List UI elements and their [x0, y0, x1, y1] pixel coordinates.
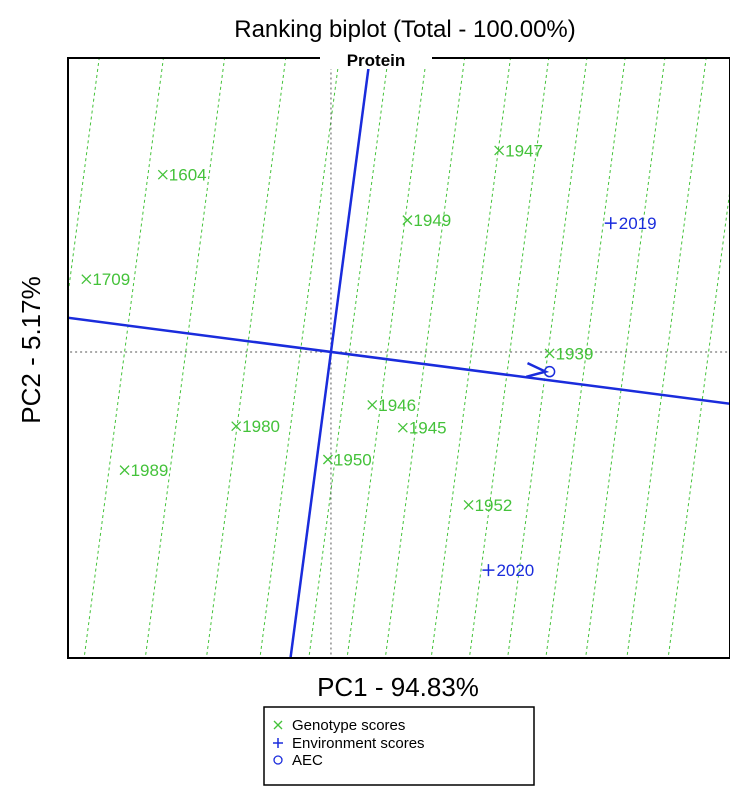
genotype-marker [463, 500, 474, 510]
projection-line [507, 58, 588, 658]
genotype-marker [119, 465, 130, 476]
environment-label: 2019 [619, 214, 657, 233]
environment-point-2019: 2019 [604, 214, 657, 233]
legend-label: Environment scores [292, 735, 425, 752]
genotype-marker [322, 454, 333, 465]
genotype-point-1604: 1604 [157, 166, 207, 185]
genotype-marker [157, 169, 168, 180]
genotype-label: 1947 [505, 141, 543, 160]
genotype-point-1952: 1952 [463, 496, 513, 515]
aec-circle-marker [543, 365, 556, 378]
genotype-label: 1604 [169, 166, 207, 185]
legend-genotype-icon [273, 720, 283, 730]
genotype-point-1947: 1947 [494, 141, 543, 160]
genotype-point-1946: 1946 [367, 396, 416, 415]
genotype-marker [231, 421, 242, 432]
projection-line [667, 186, 730, 658]
genotype-label: 1980 [242, 417, 280, 436]
genotype-label: 1949 [413, 211, 451, 230]
genotype-point-1945: 1945 [397, 419, 447, 438]
genotype-marker [544, 348, 555, 359]
genotype-marker [494, 145, 505, 156]
y-axis-label: PC2 - 5.17% [16, 276, 46, 423]
aec-arrow-head [525, 361, 550, 378]
genotype-marker [402, 215, 413, 226]
genotype-point-1980: 1980 [231, 417, 280, 436]
legend-label: Genotype scores [292, 717, 405, 734]
genotype-label: 1946 [378, 396, 416, 415]
genotype-point-1709: 1709 [81, 270, 130, 289]
projection-line [205, 58, 287, 658]
chart-subtitle: Protein [347, 51, 406, 70]
legend-box [263, 706, 535, 786]
subtitle-background [320, 49, 432, 69]
aec-ordinate-line [289, 58, 372, 658]
genotype-point-1939: 1939 [544, 344, 594, 363]
genotype-marker [397, 422, 408, 433]
legend-entry-genotype: Genotype scores [273, 717, 405, 734]
plot-frame [67, 57, 730, 659]
genotype-label: 1989 [131, 461, 169, 480]
genotype-label: 1950 [334, 451, 372, 470]
genotype-label: 1939 [556, 344, 594, 363]
legend-label: AEC [292, 752, 323, 769]
genotype-point-1949: 1949 [402, 211, 451, 230]
x-axis-label: PC1 - 94.83% [317, 672, 479, 702]
point-labels: 1604 1709 1989 1980 1950 1946 1945 1949 1947 1952… [81, 141, 657, 580]
legend-entry-environment: Environment scores [273, 735, 425, 752]
environment-point-2020: 2020 [482, 561, 534, 580]
projection-line [83, 58, 164, 658]
genotype-label: 1945 [409, 419, 447, 438]
genotype-point-1989: 1989 [119, 461, 169, 480]
aec-abscissa-line [68, 316, 730, 406]
legend-aec-icon [273, 755, 283, 765]
environment-label: 2020 [496, 561, 534, 580]
projection-line [144, 58, 226, 658]
genotype-marker [81, 274, 92, 285]
chart-title: Ranking biplot (Total - 100.00%) [234, 16, 576, 43]
genotype-label: 1709 [92, 270, 130, 289]
projection-line [545, 58, 626, 658]
genotype-marker [367, 400, 378, 410]
genotype-label: 1952 [475, 496, 513, 515]
legend-entry-aec: AEC [273, 752, 323, 769]
genotype-point-1950: 1950 [322, 451, 372, 470]
